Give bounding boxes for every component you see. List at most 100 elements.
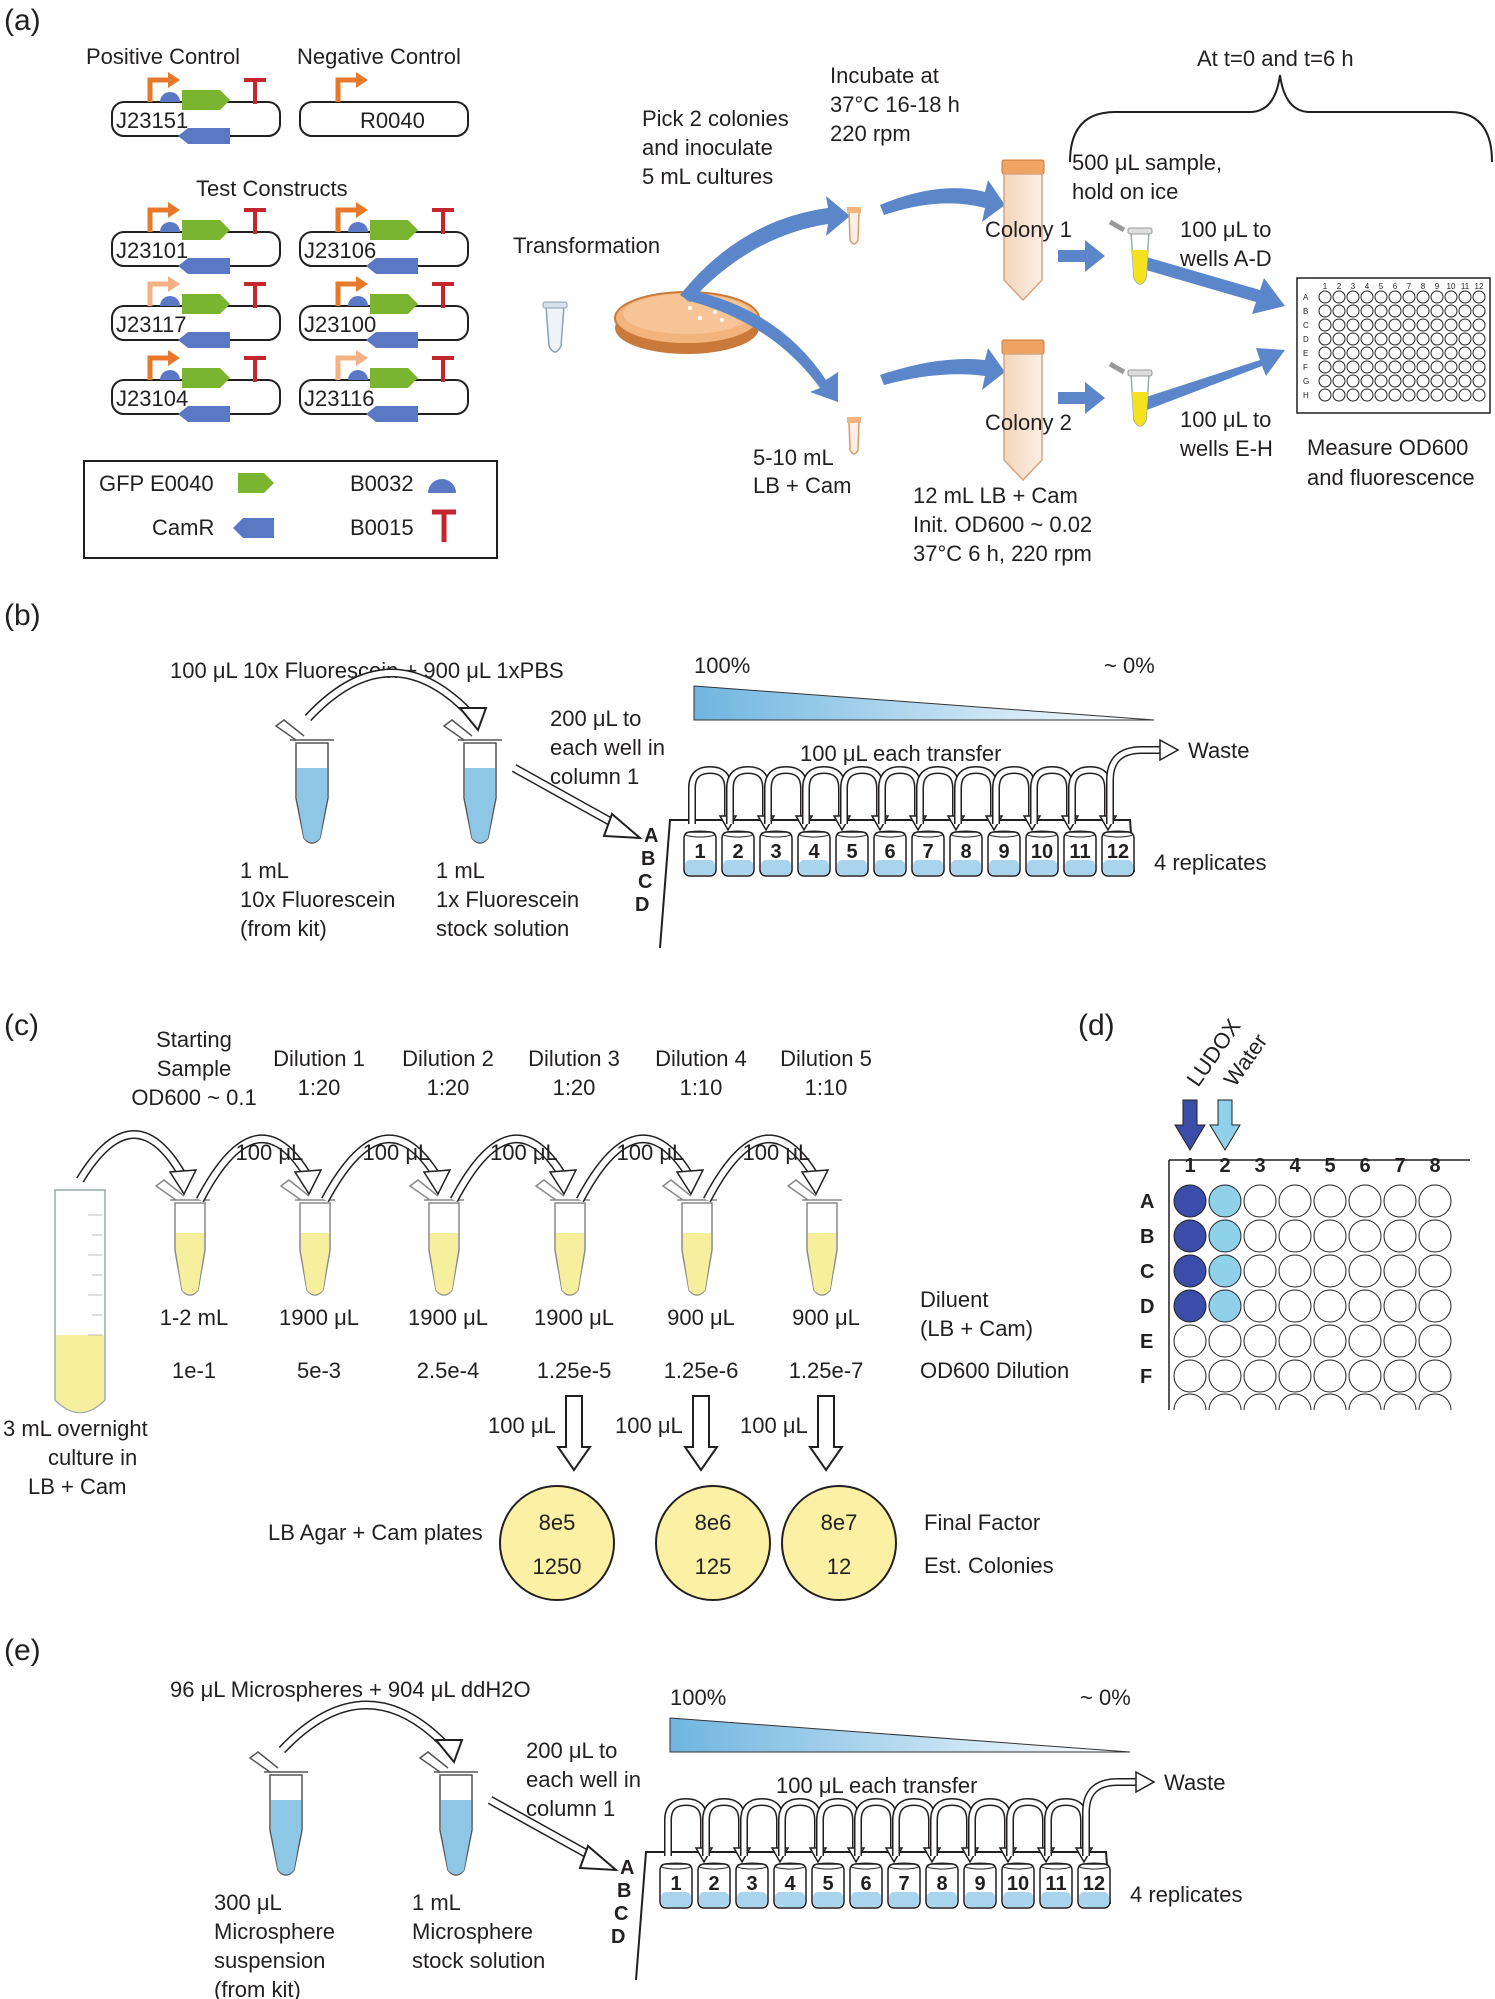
plate-well [1430, 360, 1444, 374]
legend-terminator-label: B0015 [350, 515, 414, 540]
plate-well [1346, 290, 1360, 304]
plate-row-label: A [620, 1857, 634, 1879]
plate-d-well [1278, 1184, 1312, 1218]
plate-well [1402, 290, 1416, 304]
plate-well [1402, 374, 1416, 388]
rbs-icon [428, 479, 456, 493]
tube1-label-line: 1 mL [240, 858, 289, 883]
well-liquid [723, 860, 753, 875]
promoter-icon [147, 207, 172, 232]
rbs-icon [348, 296, 368, 306]
plate-d-well [1348, 1184, 1382, 1218]
well-number: 11 [1045, 1873, 1066, 1895]
waste-arrowhead-icon [1135, 1770, 1156, 1794]
plate-col-label: 5 [1379, 282, 1384, 291]
dilution-liquid [683, 1233, 711, 1295]
plate-well [1388, 304, 1402, 318]
culture-tube-small-2 [847, 417, 861, 455]
well-rim [874, 830, 906, 838]
test-constructs-title: Test Constructs [196, 176, 348, 201]
tube-liquid [271, 1800, 301, 1875]
well-number: 7 [898, 1873, 909, 1895]
arrow-wells-eh [1143, 348, 1285, 410]
plate-well [1388, 290, 1402, 304]
plate-d-well [1208, 1184, 1242, 1218]
ludox-arrow-icon [1174, 1099, 1206, 1151]
well-number: 5 [822, 1873, 833, 1895]
plate-well [1430, 290, 1444, 304]
plate-d-well [1243, 1359, 1277, 1393]
plate-well [1346, 388, 1360, 402]
plate-well [1388, 360, 1402, 374]
promoter-icon [147, 281, 172, 306]
transfer-arc-arrowhead-icon [675, 1169, 705, 1196]
plate-well [1472, 290, 1486, 304]
well-liquid [965, 1892, 995, 1907]
panel-b: (b) 100 μL 10x Fluorescein + 900 μL 1xPB… [4, 599, 1267, 949]
panel-e: (e) 96 μL Microspheres + 904 μL ddH2O 30… [4, 1634, 1243, 1999]
wells-ad-line2: wells A-D [1179, 246, 1272, 271]
plasmid-positive: J23151 [111, 72, 281, 144]
plate-well [1374, 332, 1388, 346]
step-dilution: 1.25e-7 [789, 1358, 864, 1383]
camr-icon [366, 406, 418, 422]
well-liquid [1041, 1892, 1071, 1907]
agar-plate-circle [655, 1485, 771, 1601]
microtube-1 [274, 719, 334, 844]
panel-a: (a) Positive Control Negative Control Te… [4, 4, 1493, 566]
plate-d-well [1313, 1254, 1347, 1288]
pick-colonies-line2: and inoculate [642, 135, 773, 160]
step-dilution: 1e-1 [172, 1358, 216, 1383]
gfp-icon [238, 473, 274, 493]
tube-lid [418, 1751, 478, 1773]
transfer-volume: 100 μL [363, 1140, 431, 1165]
plate-row-label: C [614, 1903, 628, 1925]
plate-well [1402, 388, 1416, 402]
plate-col-label: 9 [1435, 282, 1440, 291]
plate-well [1374, 346, 1388, 360]
plate-d-row-label: B [1140, 1226, 1154, 1248]
well-liquid [927, 1892, 957, 1907]
falcon-tube-colony2 [1001, 339, 1045, 482]
concentration-gradient [693, 685, 1155, 721]
panel-e-mix-label: 96 μL Microspheres + 904 μL ddH2O [170, 1677, 531, 1702]
terminator-icon [244, 78, 266, 104]
plate-row-label: C [1303, 321, 1309, 330]
plasmid-j23116: J23116 [299, 350, 469, 422]
tube1-label-line: suspension [214, 1948, 325, 1973]
plate-row-label: D [611, 1926, 625, 1948]
plate-well [1332, 290, 1346, 304]
dilution-step-2: Dilution 2 1:20 1900 μL 2.5e-4 100 μL [321, 1046, 494, 1383]
plate-well [1346, 318, 1360, 332]
transfer-col1-line: each well in [550, 735, 665, 760]
well-2: 2 [721, 765, 776, 877]
each-transfer-label: 100 μL each transfer [800, 741, 1001, 766]
plate-well [1472, 332, 1486, 346]
plate-well [1458, 290, 1472, 304]
promoter-arrowhead-icon [168, 202, 180, 218]
step-title-line: Starting [156, 1027, 232, 1052]
plate-well [1346, 360, 1360, 374]
plating-arrow-icon [683, 1395, 719, 1472]
plasmid-name: J23100 [304, 312, 376, 337]
plate-well [1318, 360, 1332, 374]
plasmid-name: J23106 [304, 238, 376, 263]
microtube-2 [418, 1751, 478, 1876]
plate-d-col-label: 7 [1394, 1155, 1405, 1177]
plate-factor: 8e7 [821, 1510, 858, 1535]
plate-d-col-label: 1 [1184, 1155, 1195, 1177]
plate-well [1360, 290, 1374, 304]
well-rim [774, 1862, 806, 1870]
step-title-line: Dilution 1 [273, 1046, 365, 1071]
plate-d-well [1278, 1324, 1312, 1358]
tube2-label-line: 1 mL [436, 858, 485, 883]
plate-well [1318, 318, 1332, 332]
plate-well [1318, 304, 1332, 318]
incubate-line2: 37°C 16-18 h [830, 92, 960, 117]
plate-well [1332, 332, 1346, 346]
well-liquid [1065, 860, 1095, 875]
dilution-step-1: Dilution 1 1:20 1900 μL 5e-3 100 μL [196, 1046, 365, 1383]
rbs-icon [160, 296, 180, 306]
plate-well [1346, 374, 1360, 388]
